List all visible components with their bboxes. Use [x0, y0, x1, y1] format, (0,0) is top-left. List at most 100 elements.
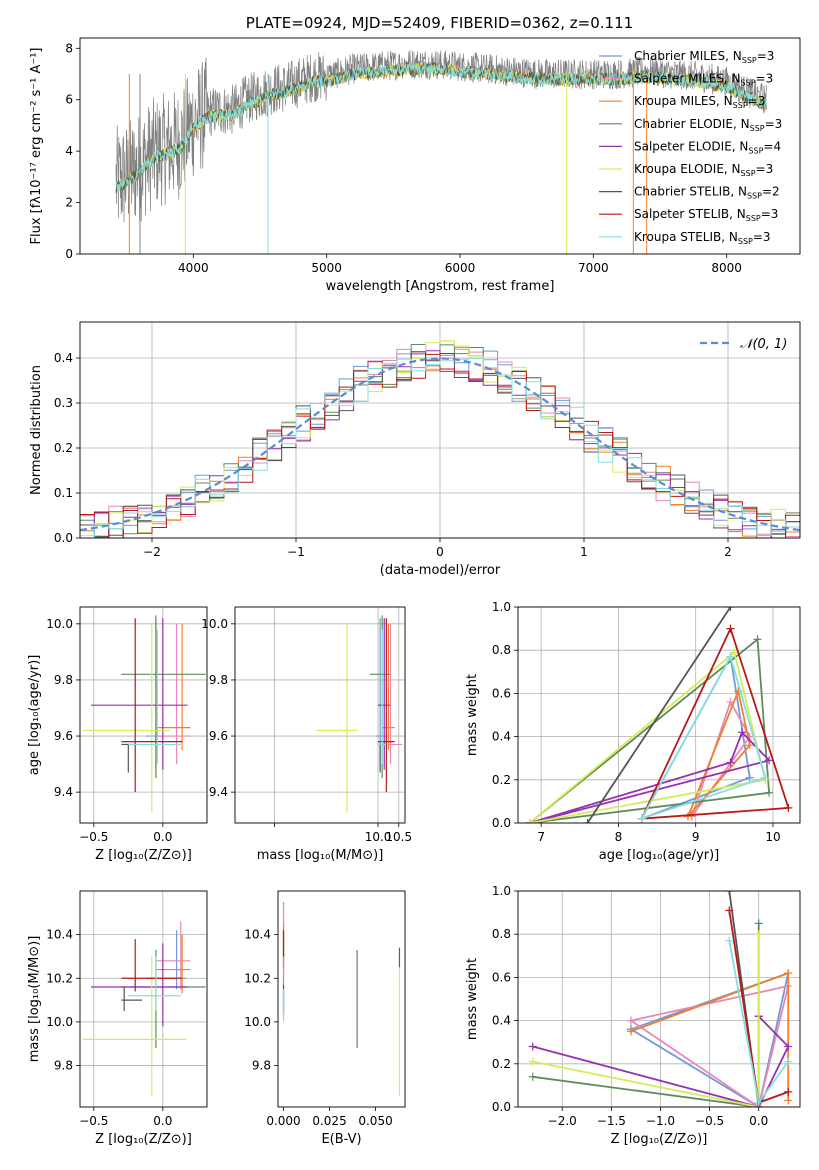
x-tick-label: 9 [692, 830, 700, 844]
axes-mass-vs-ebv: 0.000 0.025 0.050 9.8 10.0 10.2 10.4 E(B-V) [244, 890, 406, 1147]
x-tick-label: 0.000 [266, 1114, 300, 1128]
axes-frame [79, 890, 208, 1108]
weight-marker [525, 819, 534, 823]
legend-label: Kroupa ELODIE, NSSP=3 [634, 162, 773, 178]
y-tick-label: 10.4 [46, 928, 73, 942]
y-tick-label: 9.8 [54, 1059, 73, 1073]
weight-marker [765, 788, 774, 797]
y-tick-label: 10.0 [201, 617, 228, 631]
x-tick-label: 7 [537, 830, 545, 844]
plot-area [528, 891, 793, 1107]
x-tick-label: −1.5 [597, 1114, 626, 1128]
legend-label: 𝒩(0, 1) [740, 337, 787, 352]
x-tick-label: 2 [724, 545, 732, 559]
y-axis-label: age [log₁₀(age/yr)] [27, 655, 42, 776]
y-tick-label: 10.2 [46, 971, 73, 985]
weight-marker [784, 803, 793, 812]
y-tick-label: 0.2 [54, 441, 73, 455]
weight-series [529, 650, 767, 823]
plot-area [80, 340, 800, 538]
y-axis-label: mass weight [465, 674, 480, 756]
y-tick-label: 9.4 [54, 785, 73, 799]
x-axis-label: Z [log₁₀(Z/Z⊙)] [95, 1132, 192, 1147]
axes-age-vs-Z: −0.5 0.0 9.4 9.6 9.8 10.0 Z [log₁₀(Z/Z⊙)] age [… [27, 606, 208, 863]
y-tick-label: 2 [65, 196, 73, 210]
y-axis-label: Normed distribution [29, 365, 44, 495]
y-axis-label: Flux [fλ10⁻¹⁷ erg cm⁻² s⁻¹ A⁻¹] [29, 48, 44, 245]
weight-series [630, 971, 790, 1107]
x-tick-label: 0.0 [749, 1114, 768, 1128]
y-tick-label: 9.8 [209, 673, 228, 687]
x-tick-label: −1 [287, 545, 305, 559]
legend-label: Chabrier ELODIE, NSSP=3 [634, 117, 782, 133]
model-spectrum [115, 62, 767, 193]
axes-frame [79, 606, 208, 824]
x-axis-label: mass [log₁₀(M/M⊙)] [257, 848, 384, 863]
plot-area [282, 901, 401, 1097]
weight-series [687, 688, 751, 818]
x-tick-label: 0.0 [153, 830, 172, 844]
y-tick-label: 9.8 [252, 1059, 271, 1073]
weight-marker [784, 1087, 793, 1096]
weight-marker [784, 1057, 793, 1066]
axes-mass-weight-vs-age: 7 8 9 10 0.0 0.2 0.4 0.6 0.8 1.0 age [log₁₀(age/yr… [465, 600, 801, 863]
y-tick-label: 10.4 [244, 928, 271, 942]
plot-area [525, 607, 793, 823]
axes-frame [79, 321, 801, 539]
x-tick-label: −2.0 [548, 1114, 577, 1128]
y-axis-label: mass [log₁₀(M/M⊙)] [27, 936, 42, 1063]
y-tick-label: 10.0 [46, 617, 73, 631]
axes-spectrum: 4000 5000 6000 7000 8000 0 2 4 6 8 wavelength [Ang… [29, 37, 801, 294]
x-tick-label: 0 [436, 545, 444, 559]
weight-series [529, 637, 771, 823]
weight-marker [784, 1096, 793, 1105]
legend: 𝒩(0, 1) [700, 337, 787, 352]
plot-area [82, 921, 206, 1097]
weight-marker [725, 906, 734, 915]
x-tick-label: −0.5 [695, 1114, 724, 1128]
axes-mass-weight-vs-Z: −2.0 −1.5 −1.0 −0.5 0.0 0.0 0.2 0.4 0.6 0.8 1.0 Z [… [465, 884, 801, 1147]
y-tick-label: 0.4 [492, 1014, 511, 1028]
x-tick-label: −0.5 [79, 1114, 108, 1128]
y-tick-label: 0.8 [492, 643, 511, 657]
weight-marker [726, 652, 735, 661]
weight-marker [738, 728, 747, 737]
y-tick-label: 0.0 [492, 1100, 511, 1114]
x-axis-label: (data-model)/error [380, 563, 501, 578]
x-tick-label: 4000 [178, 261, 209, 275]
legend-label: Salpeter STELIB, NSSP=3 [634, 207, 778, 223]
legend-label: Kroupa STELIB, NSSP=3 [634, 230, 771, 246]
y-tick-label: 9.8 [54, 673, 73, 687]
x-tick-label: −1.0 [646, 1114, 675, 1128]
weight-marker [583, 819, 592, 823]
weight-marker [730, 648, 739, 657]
x-tick-label: 0.025 [312, 1114, 346, 1128]
normal-curve [80, 357, 800, 532]
y-axis-label: mass weight [465, 958, 480, 1040]
y-tick-label: 0.0 [492, 816, 511, 830]
weight-series [586, 607, 732, 823]
x-axis-label: age [log₁₀(age/yr)] [599, 848, 720, 863]
y-tick-label: 0.1 [54, 486, 73, 500]
weight-marker [754, 930, 763, 939]
plot-area [315, 615, 403, 812]
x-axis-label: E(B-V) [321, 1132, 361, 1147]
weight-marker [528, 1042, 537, 1051]
x-axis-label: wavelength [Angstrom, rest frame] [326, 279, 555, 294]
x-tick-label: 7000 [578, 261, 609, 275]
x-tick-label: 10 [765, 830, 780, 844]
legend-label: Chabrier STELIB, NSSP=2 [634, 185, 780, 201]
axes-frame [277, 890, 406, 1108]
y-tick-label: 4 [65, 144, 73, 158]
weight-series [630, 984, 790, 1107]
x-tick-label: 6000 [445, 261, 476, 275]
x-tick-label: 8000 [711, 261, 742, 275]
weight-marker [528, 1072, 537, 1081]
x-tick-label: 10.5 [385, 830, 412, 844]
histogram-series [80, 358, 800, 538]
y-tick-label: 1.0 [492, 884, 511, 898]
weight-marker [745, 773, 754, 782]
axes-residuals: −2 −1 0 1 2 0.0 0.1 0.2 0.3 0.4 (data-model)/error… [29, 321, 801, 578]
